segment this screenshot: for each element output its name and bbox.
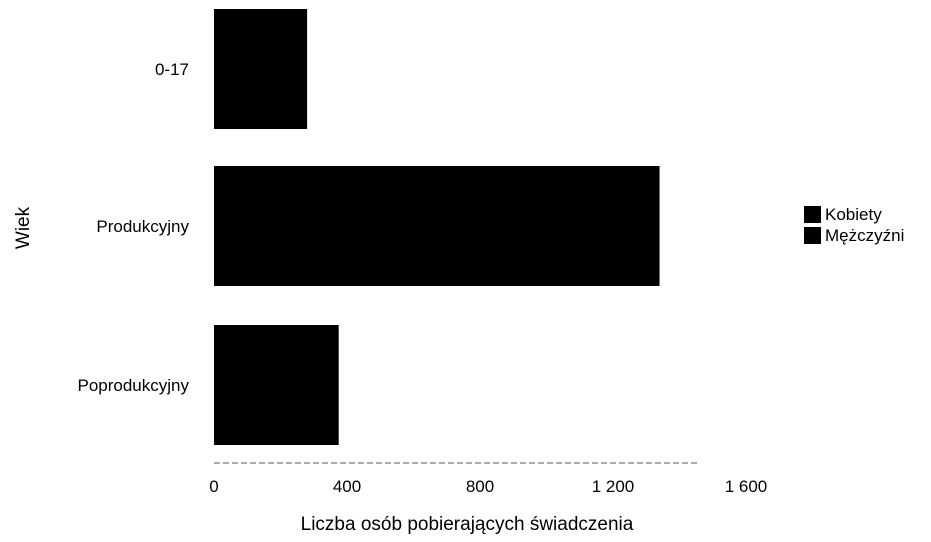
bar-kobiety-2 <box>214 325 339 445</box>
category-label: Produkcyjny <box>96 217 189 236</box>
x-tick-label: 1 200 <box>592 477 635 496</box>
x-tick-labels: 0 400 800 1 200 1 600 <box>209 477 767 496</box>
legend-label-mezczyzni: Mężczyźni <box>825 226 905 245</box>
legend-swatch-mezczyzni <box>804 227 821 244</box>
legend-label-kobiety: Kobiety <box>825 205 882 224</box>
legend-item-mezczyzni: Mężczyźni <box>804 225 904 246</box>
bars-group <box>214 9 660 445</box>
category-label: Poprodukcyjny <box>77 376 189 395</box>
x-tick-label: 1 600 <box>725 477 768 496</box>
x-tick-label: 400 <box>333 477 361 496</box>
bar-kobiety-0 <box>214 9 308 129</box>
legend-item-kobiety: Kobiety <box>804 204 904 225</box>
category-label: 0-17 <box>155 60 189 79</box>
legend: Kobiety Mężczyźni <box>804 204 904 246</box>
y-axis-title: Wiek <box>13 206 34 249</box>
bar-kobiety-1 <box>214 166 660 286</box>
x-tick-label: 0 <box>209 477 218 496</box>
x-tick-label: 800 <box>466 477 494 496</box>
category-labels: 0-17 Produkcyjny Poprodukcyjny <box>77 60 189 395</box>
legend-swatch-kobiety <box>804 206 821 223</box>
x-axis-title: Liczba osób pobierających świadczenia <box>301 514 634 535</box>
